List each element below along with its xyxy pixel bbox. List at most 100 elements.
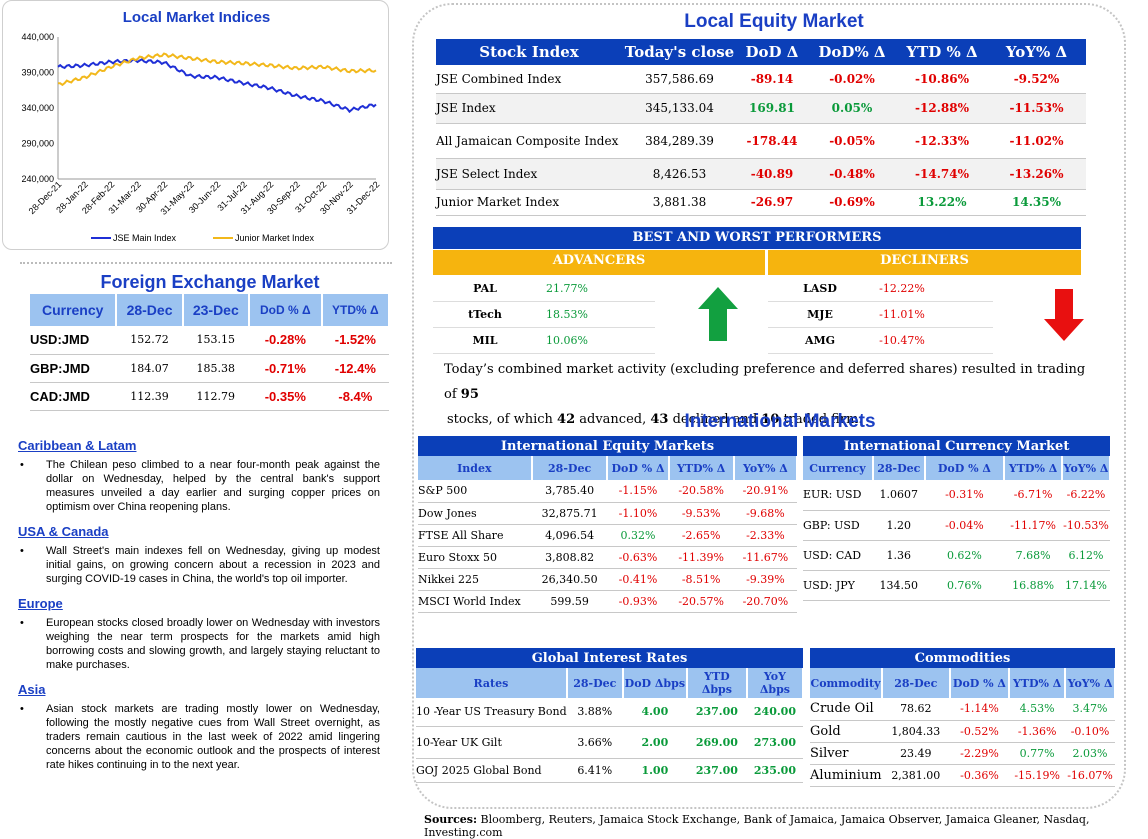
intl-equity-title-row: International Equity Markets — [418, 436, 797, 456]
decliner-row: LASD -12.22% — [768, 276, 993, 302]
equity-cell: -11.02% — [987, 123, 1086, 159]
rates-header-cell: YTD Δbps — [686, 668, 748, 698]
activity-text-part: stocks, of which — [447, 412, 558, 427]
fx-cell: 184.07 — [116, 354, 183, 383]
intl-currency-row: USD: JPY 134.50 0.76% 16.88% 17.14% — [803, 570, 1110, 601]
equity-cell: -14.74% — [897, 158, 987, 190]
news-text: Asian stock markets are trading mostly l… — [18, 702, 380, 772]
intl-currency-cell: -11.17% — [1004, 510, 1062, 541]
advancer-value: 10.06% — [546, 334, 588, 347]
commodities-title: Commodities — [810, 648, 1115, 668]
intl-currency-header-cell: 28-Dec — [872, 456, 926, 480]
intl-equity-cell: 26,340.50 — [531, 568, 608, 591]
fx-header-row: Currency 28-Dec 23-Dec DoD % Δ YTD% Δ — [30, 294, 391, 326]
intl-equity-cell: -9.68% — [733, 502, 797, 525]
intl-equity-row: FTSE All Share 4,096.54 0.32% -2.65% -2.33% — [418, 524, 797, 547]
equity-cell: 8,426.53 — [622, 158, 737, 190]
intl-equity-cell: 4,096.54 — [531, 524, 608, 547]
intl-equity-cell: -9.39% — [733, 568, 797, 591]
intl-currency-title-row: International Currency Market — [803, 436, 1110, 456]
rates-header-row: Rates 28-Dec DoD Δbps YTD Δbps YoY Δbps — [416, 668, 805, 698]
advanced-count: 42 — [557, 412, 576, 427]
rates-header-cell: YoY Δbps — [746, 668, 805, 698]
commodities-row: Crude Oil 78.62 -1.14% 4.53% 3.47% — [810, 698, 1115, 721]
intl-currency-cell: -10.53% — [1062, 510, 1110, 541]
equity-cell: 357,586.69 — [622, 65, 737, 94]
advancer-row: tTech 18.53% — [433, 302, 655, 328]
down-arrow-icon — [1044, 289, 1084, 341]
fx-cell: -0.35% — [248, 382, 322, 411]
equity-cell: -13.26% — [987, 158, 1086, 190]
equity-cell: JSE Combined Index — [436, 65, 622, 94]
intl-equity-table: International Equity Markets Index 28-Dec D… — [418, 436, 799, 613]
y-tick-label: 340,000 — [21, 103, 54, 113]
news-heading: USA & Canada — [18, 524, 109, 539]
equity-cell: 3,881.38 — [622, 189, 737, 216]
equity-header-cell: Today's close — [622, 39, 737, 65]
intl-currency-cell: -0.04% — [924, 510, 1005, 541]
equity-cell: 169.81 — [737, 93, 807, 124]
advancers-label: ADVANCERS — [433, 250, 765, 275]
intl-currency-cell: -6.22% — [1062, 480, 1110, 511]
fx-row: GBP:JMD 184.07 185.38 -0.71% -12.4% — [30, 354, 389, 383]
commodities-cell: -1.36% — [1009, 720, 1066, 743]
equity-cell: -12.33% — [897, 123, 987, 159]
equity-cell: -10.86% — [897, 65, 987, 94]
intl-currency-header-cell: YoY% Δ — [1062, 456, 1111, 480]
advancer-symbol: PAL — [473, 282, 497, 295]
activity-text-part: advanced, — [575, 412, 651, 427]
equity-row: JSE Select Index 8,426.53 -40.89 -0.48% -14.… — [436, 158, 1086, 190]
intl-equity-header-row: Index 28-Dec DoD % Δ YTD% Δ YoY% Δ — [418, 456, 799, 480]
equity-row: JSE Index 345,133.04 169.81 0.05% -12.88% -11… — [436, 93, 1086, 124]
news-heading: Asia — [18, 682, 46, 697]
commodities-row: Silver 23.49 -2.29% 0.77% 2.03% — [810, 742, 1115, 765]
y-tick-label: 240,000 — [21, 174, 54, 184]
intl-equity-cell: -0.63% — [607, 546, 669, 569]
commodities-header-cell: 28-Dec — [881, 668, 951, 698]
equity-row: Junior Market Index 3,881.38 -26.97 -0.69% 1… — [436, 189, 1086, 216]
intl-currency-cell: 16.88% — [1004, 570, 1062, 601]
intl-equity-cell: -11.39% — [668, 546, 734, 569]
stocks-traded-count: 95 — [460, 387, 479, 402]
fx-cell: 112.39 — [116, 382, 183, 411]
activity-text-part: Today’s combined market activity (exclud… — [444, 362, 1086, 402]
equity-cell: 14.35% — [987, 189, 1086, 216]
intl-currency-cell: 6.12% — [1062, 540, 1110, 571]
fx-row: CAD:JMD 112.39 112.79 -0.35% -8.4% — [30, 382, 389, 411]
interest-rates-table: Global Interest Rates Rates 28-Dec DoD Δbps… — [416, 648, 805, 783]
intl-equity-header-cell: 28-Dec — [531, 456, 609, 480]
advancer-value: 21.77% — [546, 282, 588, 295]
equity-cell: 345,133.04 — [622, 93, 737, 124]
commodities-header-cell: DoD % Δ — [949, 668, 1011, 698]
rates-row: GOJ 2025 Global Bond 6.41% 1.00 237.00 235.0… — [416, 758, 803, 783]
fx-header-cell: 23-Dec — [182, 294, 250, 326]
equity-cell: JSE Select Index — [436, 158, 622, 190]
intl-currency-header-cell: Currency — [803, 456, 874, 480]
intl-equity-header-cell: DoD % Δ — [607, 456, 670, 480]
decliner-symbol: MJE — [807, 308, 833, 321]
fx-row: USD:JMD 152.72 153.15 -0.28% -1.52% — [30, 326, 389, 355]
equity-cell: -9.52% — [987, 65, 1086, 94]
fx-cell: 112.79 — [182, 382, 249, 411]
intl-currency-header-cell: DoD % Δ — [924, 456, 1006, 480]
commodities-cell: 0.77% — [1009, 742, 1066, 765]
intl-currency-cell: 1.0607 — [872, 480, 925, 511]
commodities-header-cell: YTD% Δ — [1009, 668, 1067, 698]
rates-cell: 10 -Year US Treasury Bond — [416, 698, 567, 727]
series-line-jse — [57, 57, 377, 114]
fx-cell: -0.28% — [248, 326, 322, 355]
intl-equity-row: Euro Stoxx 50 3,808.82 -0.63% -11.39% -11.67… — [418, 546, 797, 569]
intl-equity-cell: -9.53% — [668, 502, 734, 525]
equity-cell: -0.02% — [807, 65, 897, 94]
fx-cell: CAD:JMD — [30, 382, 117, 411]
intl-currency-cell: 0.76% — [924, 570, 1005, 601]
fx-header-cell: 28-Dec — [116, 294, 184, 326]
equity-row: JSE Combined Index 357,586.69 -89.14 -0.02%… — [436, 65, 1086, 94]
advancers-list: PAL 21.77% tTech 18.53% MIL 10.06% — [433, 276, 655, 354]
intl-currency-cell: USD: CAD — [803, 540, 873, 571]
rates-cell: 240.00 — [746, 698, 803, 727]
intl-currency-table: International Currency Market Currency 28-… — [803, 436, 1111, 601]
intl-equity-cell: 0.32% — [607, 524, 669, 547]
rates-cell: 3.88% — [566, 698, 623, 727]
rates-cell: 2.00 — [622, 726, 687, 759]
